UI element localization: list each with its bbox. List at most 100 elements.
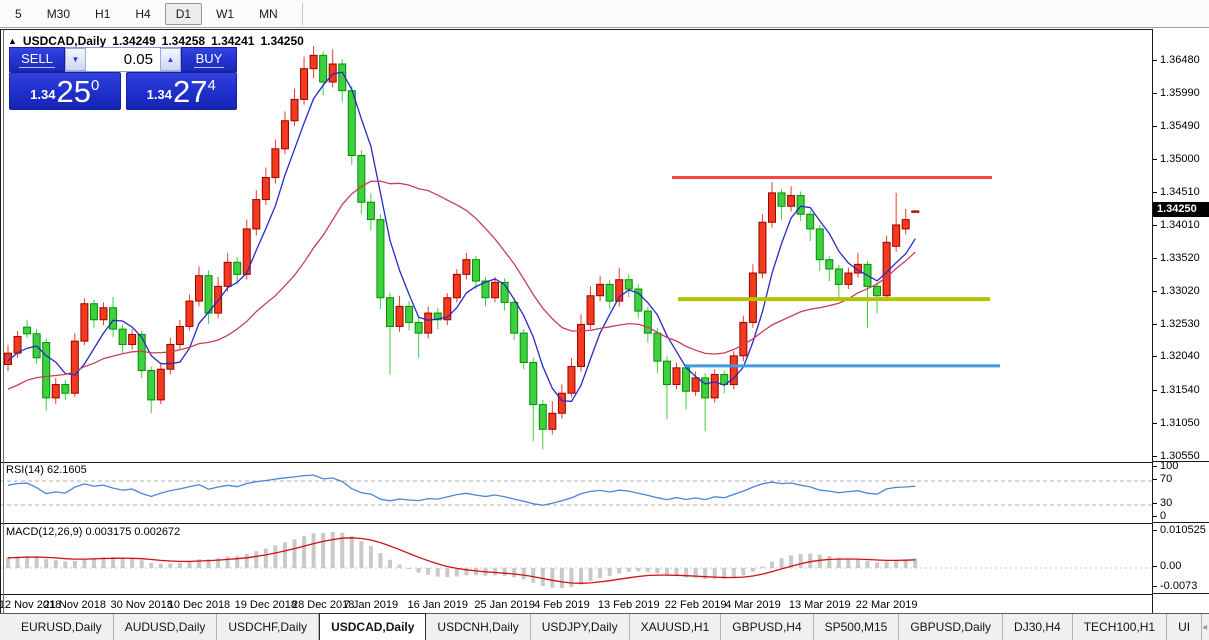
candle-body bbox=[61, 384, 70, 394]
macd-bar bbox=[836, 557, 841, 568]
candle-body bbox=[901, 219, 910, 230]
candle-body bbox=[557, 392, 566, 414]
buy-price-button[interactable]: 1.34 27 4 bbox=[125, 72, 237, 110]
tab-scroll-arrows: ◂▸ bbox=[1202, 614, 1209, 640]
symbol-tab-bar: EURUSD,Daily AUDUSD,Daily USDCHF,Daily USDC… bbox=[0, 613, 1209, 640]
macd-bar bbox=[302, 536, 307, 568]
axis-tick bbox=[1153, 466, 1157, 467]
timeframe-button-w1[interactable]: W1 bbox=[216, 6, 235, 21]
candle-body bbox=[99, 307, 108, 321]
candle-body bbox=[834, 268, 843, 285]
candle-body bbox=[309, 54, 318, 70]
symbol-tab-audusd-daily[interactable]: AUDUSD,Daily bbox=[114, 614, 218, 640]
date-label: 4 Mar 2019 bbox=[725, 599, 781, 611]
candle-body bbox=[376, 219, 385, 299]
rsi-line bbox=[7, 474, 916, 506]
candle-body bbox=[51, 384, 60, 399]
volume-input[interactable]: 0.05 bbox=[123, 51, 153, 68]
candle-body bbox=[137, 333, 146, 372]
price-label: 1.35000 bbox=[1153, 153, 1200, 165]
macd-bar bbox=[25, 555, 30, 568]
symbol-tab-xauusd-h1[interactable]: XAUUSD,H1 bbox=[630, 614, 722, 640]
symbol-tab-dj30-h4[interactable]: DJ30,H4 bbox=[1003, 614, 1073, 640]
date-label: 13 Feb 2019 bbox=[598, 599, 660, 611]
candle-body bbox=[462, 259, 471, 275]
axis-tick bbox=[1153, 530, 1157, 531]
price-label: 1.35490 bbox=[1153, 120, 1200, 132]
timeframe-button-m30[interactable]: M30 bbox=[46, 6, 71, 21]
macd-bar bbox=[779, 558, 784, 568]
macd-bar bbox=[664, 568, 669, 576]
candle-body bbox=[242, 228, 251, 275]
symbol-tab-sp500-m15[interactable]: SP500,M15 bbox=[814, 614, 900, 640]
price-label: 1.34510 bbox=[1153, 186, 1200, 198]
axis-tick bbox=[1153, 389, 1157, 391]
candle-body bbox=[825, 259, 834, 270]
price-label: 1.35990 bbox=[1153, 87, 1200, 99]
candle-body bbox=[615, 279, 624, 302]
chart-header: ▲ USDCAD,Daily 1.34249 1.34258 1.34241 1… bbox=[8, 34, 304, 48]
timeframe-button-d1[interactable]: D1 bbox=[164, 2, 203, 25]
macd-bar bbox=[72, 560, 77, 568]
symbol-tab-eurusd-daily[interactable]: EURUSD,Daily bbox=[10, 614, 114, 640]
macd-bar bbox=[216, 558, 221, 568]
symbol-tab-tech100-h1[interactable]: TECH100,H1 bbox=[1073, 614, 1168, 640]
sell-price-button[interactable]: 1.34 25 0 bbox=[9, 72, 121, 110]
macd-bar bbox=[206, 559, 211, 568]
timeframe-button-5[interactable]: 5 bbox=[15, 6, 22, 21]
volume-decrease-button[interactable]: ▼ bbox=[65, 48, 86, 71]
date-label: 16 Jan 2019 bbox=[407, 599, 468, 611]
macd-bar bbox=[569, 568, 574, 588]
candle-body bbox=[844, 272, 853, 285]
price-label: 1.32530 bbox=[1153, 318, 1200, 330]
timeframe-button-h4[interactable]: H4 bbox=[135, 6, 151, 21]
macd-bar bbox=[464, 568, 469, 576]
candle-body bbox=[806, 213, 815, 230]
one-click-trading-widget: SELL ▼ 0.05 ▲ BUY 1.34 25 0 1.34 bbox=[9, 47, 237, 110]
candlesticks bbox=[4, 45, 920, 450]
candle-body bbox=[701, 377, 710, 399]
price-label: 1.34010 bbox=[1153, 219, 1200, 231]
symbol-tab-usdchf-daily[interactable]: USDCHF,Daily bbox=[217, 614, 320, 640]
sell-button-label: SELL bbox=[19, 51, 55, 68]
macd-bar bbox=[798, 553, 803, 568]
candle-body bbox=[185, 300, 194, 327]
axis-tick bbox=[1153, 586, 1157, 587]
symbol-tab-usdcnh-daily[interactable]: USDCNH,Daily bbox=[426, 614, 531, 640]
candle-body bbox=[386, 297, 394, 327]
volume-increase-button[interactable]: ▲ bbox=[160, 48, 181, 71]
candle-body bbox=[605, 283, 614, 302]
macd-axis-label: 0.010525 bbox=[1153, 524, 1206, 536]
macd-bar bbox=[855, 559, 860, 568]
candle-body bbox=[347, 90, 356, 156]
symbol-tab-ui[interactable]: UI bbox=[1167, 614, 1203, 640]
macd-bar bbox=[875, 562, 880, 568]
macd-bar bbox=[44, 558, 49, 568]
macd-bar bbox=[378, 553, 383, 568]
sell-price-big: 25 bbox=[56, 74, 91, 109]
macd-bar bbox=[282, 542, 287, 568]
macd-bar bbox=[397, 564, 402, 568]
timeframe-button-mn[interactable]: MN bbox=[259, 6, 278, 21]
price-axis[interactable]: 1.36480 1.35990 1.35490 1.35000 1.34510 1.340… bbox=[1152, 29, 1209, 613]
chart-canvas[interactable]: 12 Nov 2018 21 Nov 2018 30 Nov 2018 10 Dec … bbox=[0, 29, 1152, 614]
candle-body bbox=[433, 312, 442, 321]
symbol-tab-usdjpy-daily[interactable]: USDJPY,Daily bbox=[531, 614, 630, 640]
macd-bar bbox=[349, 536, 354, 568]
tab-scroll-left-icon[interactable]: ◂ bbox=[1202, 621, 1208, 633]
timeframe-button-h1[interactable]: H1 bbox=[95, 6, 111, 21]
date-label: 21 Nov 2018 bbox=[44, 599, 106, 611]
chart-symbol-label: USDCAD,Daily bbox=[22, 34, 107, 48]
macd-bar bbox=[445, 568, 450, 578]
sell-price-prefix: 1.34 bbox=[30, 87, 56, 102]
date-label: 30 Nov 2018 bbox=[111, 599, 173, 611]
symbol-tab-gbpusd-h4[interactable]: GBPUSD,H4 bbox=[721, 614, 814, 640]
collapse-quote-icon[interactable]: ▲ bbox=[8, 36, 17, 46]
symbol-tab-usdcad-daily[interactable]: USDCAD,Daily bbox=[319, 613, 427, 640]
macd-bar bbox=[750, 568, 755, 572]
buy-button[interactable]: BUY bbox=[181, 47, 237, 72]
sell-button[interactable]: SELL bbox=[9, 47, 65, 72]
axis-tick bbox=[1153, 126, 1157, 128]
symbol-tab-gbpusd-daily[interactable]: GBPUSD,Daily bbox=[899, 614, 1004, 640]
